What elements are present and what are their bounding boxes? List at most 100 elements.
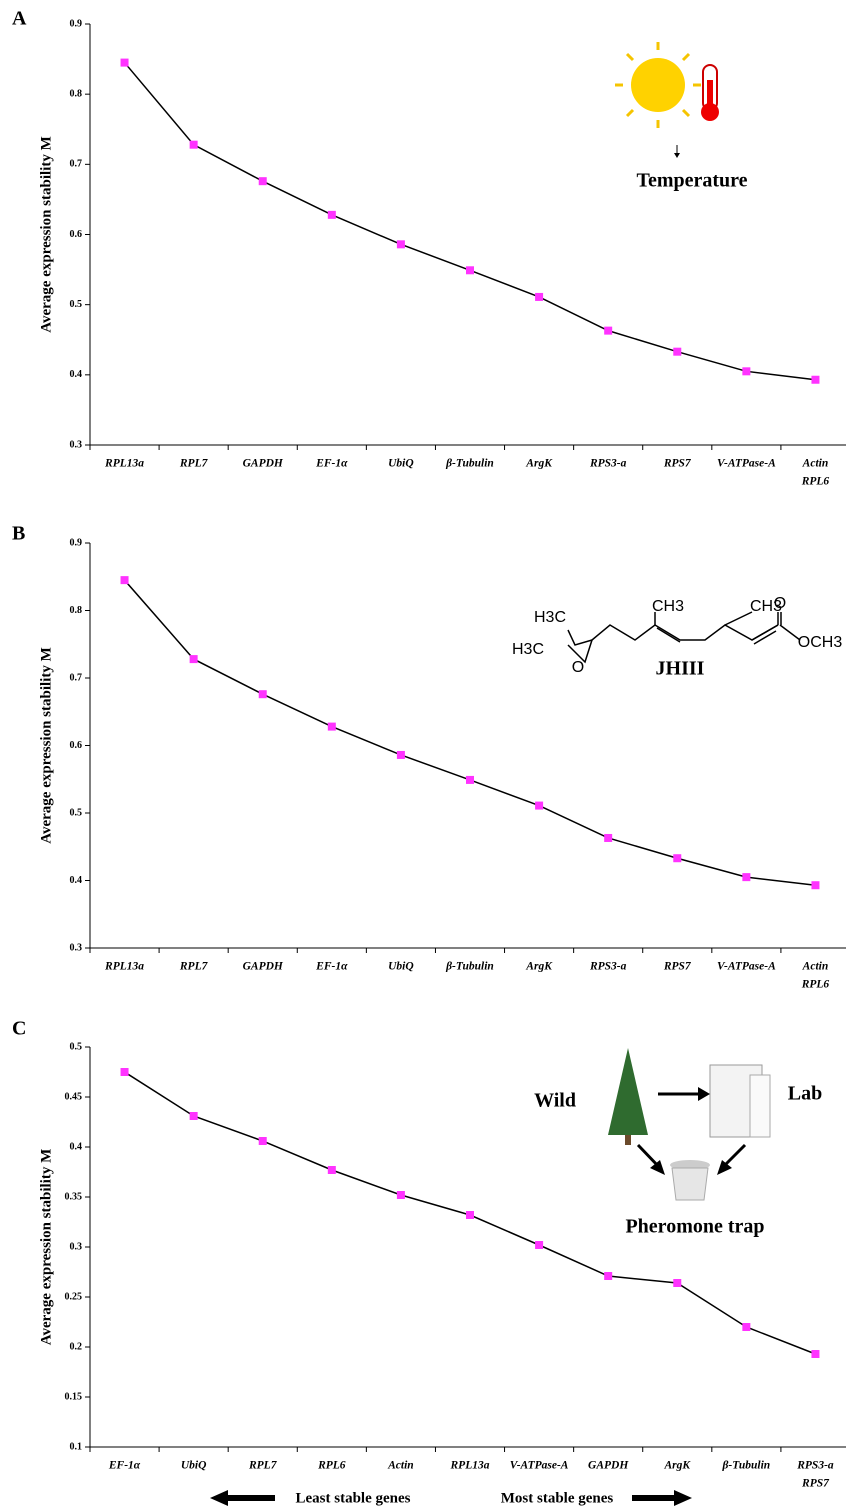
annotation: Temperature bbox=[636, 170, 747, 192]
footer-arrows bbox=[210, 1490, 692, 1506]
structure-label: CH3 bbox=[652, 598, 684, 615]
marker bbox=[604, 326, 613, 335]
x-tick-label: RPL7 bbox=[248, 1460, 278, 1472]
marker bbox=[673, 854, 682, 863]
y-tick-label: 0.9 bbox=[70, 18, 83, 29]
marker bbox=[258, 1137, 267, 1145]
marker bbox=[673, 347, 682, 356]
marker bbox=[258, 177, 267, 186]
marker bbox=[327, 1166, 336, 1174]
marker bbox=[811, 881, 820, 890]
marker bbox=[535, 292, 544, 301]
y-tick-label: 0.6 bbox=[70, 229, 83, 240]
marker bbox=[535, 1241, 544, 1249]
marker bbox=[604, 833, 613, 842]
marker bbox=[466, 1211, 474, 1219]
marker bbox=[396, 240, 405, 249]
y-tick-label: 0.7 bbox=[70, 159, 83, 170]
footer-label: Most stable genes bbox=[501, 1490, 614, 1506]
structure-label: O bbox=[774, 595, 786, 612]
x-tick-label: β-Tubulin bbox=[445, 961, 494, 973]
y-tick-label: 0.25 bbox=[65, 1291, 83, 1302]
y-tick-label: 0.4 bbox=[70, 1141, 83, 1152]
x-tick-label: RPL6 bbox=[801, 476, 830, 488]
structure-label: H3C bbox=[534, 609, 566, 626]
annotation: Wild bbox=[534, 1090, 576, 1112]
panel-label: B bbox=[12, 523, 25, 545]
annotation: Lab bbox=[788, 1083, 822, 1105]
annotation: JHIII bbox=[656, 658, 705, 680]
x-tick-label: β-Tubulin bbox=[445, 458, 494, 470]
x-tick-label: UbiQ bbox=[388, 961, 414, 973]
y-tick-label: 0.9 bbox=[70, 537, 83, 548]
marker bbox=[396, 750, 405, 759]
y-tick-label: 0.5 bbox=[70, 299, 83, 310]
x-tick-label: EF-1α bbox=[315, 458, 348, 470]
y-tick-label: 0.15 bbox=[65, 1391, 83, 1402]
marker bbox=[742, 1323, 751, 1331]
marker bbox=[811, 1350, 820, 1358]
y-tick-label: 0.4 bbox=[70, 369, 83, 380]
y-tick-label: 0.3 bbox=[70, 942, 83, 953]
x-tick-label: RPS7 bbox=[663, 458, 692, 470]
marker bbox=[742, 873, 751, 882]
x-tick-label: RPS3-a bbox=[796, 1460, 834, 1472]
structure-label: O bbox=[572, 659, 584, 676]
x-tick-label: ArgK bbox=[525, 458, 553, 470]
marker bbox=[120, 576, 129, 585]
x-tick-label: GAPDH bbox=[588, 1460, 629, 1472]
x-tick-label: V-ATPase-A bbox=[510, 1460, 569, 1472]
x-tick-label: Actin bbox=[802, 458, 829, 470]
x-tick-label: Actin bbox=[802, 961, 829, 973]
y-tick-label: 0.5 bbox=[70, 1041, 83, 1052]
y-tick-label: 0.6 bbox=[70, 740, 83, 751]
panel-label: A bbox=[12, 8, 27, 30]
marker bbox=[742, 367, 751, 376]
marker bbox=[120, 58, 129, 67]
annotation: Pheromone trap bbox=[625, 1216, 764, 1238]
molecule-icon bbox=[567, 611, 801, 664]
x-tick-label: RPL13a bbox=[104, 458, 144, 470]
marker bbox=[327, 210, 336, 219]
structure-label: CH3 bbox=[750, 598, 782, 615]
y-tick-label: 0.45 bbox=[65, 1091, 83, 1102]
y-axis-label: Average expression stability M bbox=[38, 1149, 54, 1346]
x-tick-label: RPL13a bbox=[450, 1460, 490, 1472]
marker bbox=[189, 140, 198, 149]
structure-label: H3C bbox=[512, 641, 544, 658]
x-tick-label: UbiQ bbox=[181, 1460, 207, 1472]
x-tick-label: GAPDH bbox=[243, 961, 284, 973]
marker bbox=[811, 375, 820, 384]
x-tick-label: RPL6 bbox=[317, 1460, 346, 1472]
temperature-icon bbox=[615, 42, 719, 158]
habitat-icon bbox=[608, 1048, 771, 1201]
x-tick-label: UbiQ bbox=[388, 458, 414, 470]
y-tick-label: 0.3 bbox=[70, 1241, 83, 1252]
x-tick-label: RPS3-a bbox=[589, 961, 627, 973]
x-tick-label: V-ATPase-A bbox=[717, 961, 776, 973]
marker bbox=[604, 1272, 613, 1280]
marker bbox=[396, 1191, 405, 1199]
y-tick-label: 0.8 bbox=[70, 605, 83, 616]
x-tick-label: V-ATPase-A bbox=[717, 458, 776, 470]
x-tick-label: RPL7 bbox=[179, 458, 209, 470]
y-tick-label: 0.2 bbox=[70, 1341, 83, 1352]
x-tick-label: GAPDH bbox=[243, 458, 284, 470]
x-tick-label: RPS7 bbox=[663, 961, 692, 973]
marker bbox=[258, 690, 267, 699]
marker bbox=[327, 722, 336, 731]
x-tick-label: RPS3-a bbox=[589, 458, 627, 470]
x-tick-label: ArgK bbox=[663, 1460, 691, 1472]
marker bbox=[673, 1279, 682, 1287]
x-tick-label: RPL13a bbox=[104, 961, 144, 973]
y-tick-label: 0.3 bbox=[70, 439, 83, 450]
line bbox=[123, 579, 816, 886]
x-tick-label: ArgK bbox=[525, 961, 553, 973]
x-tick-label: β-Tubulin bbox=[722, 1460, 771, 1472]
y-axis-label: Average expression stability M bbox=[38, 647, 54, 844]
footer-label: Least stable genes bbox=[296, 1490, 411, 1506]
marker bbox=[189, 655, 198, 664]
y-tick-label: 0.8 bbox=[70, 88, 83, 99]
x-tick-label: RPL6 bbox=[801, 979, 830, 991]
y-axis-label: Average expression stability M bbox=[38, 136, 54, 333]
